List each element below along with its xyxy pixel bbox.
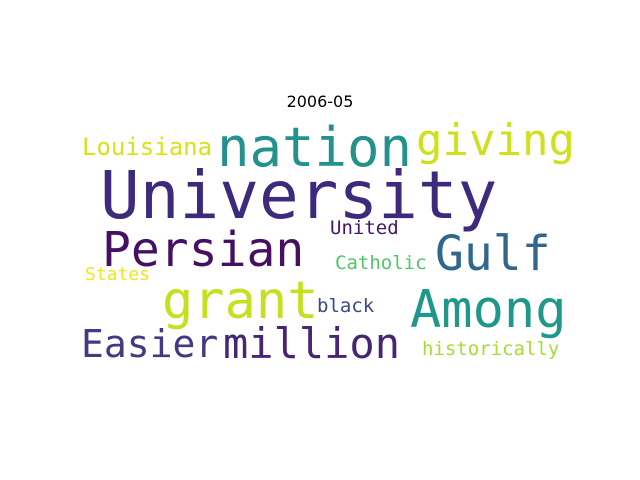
word-giving: giving [416, 115, 575, 166]
word-grant: grant [162, 271, 319, 331]
word-million: million [223, 319, 401, 365]
word-persian: Persian [102, 222, 305, 278]
figure-title: 2006-05 [286, 92, 354, 111]
word-united: United [330, 217, 399, 239]
word-catholic: Catholic [335, 252, 427, 274]
word-nation: nation [217, 116, 413, 179]
word-among: Among [410, 280, 567, 340]
word-cloud: University nation giving Louisiana Persi… [80, 115, 576, 365]
word-historically: historically [422, 338, 560, 360]
word-louisiana: Louisiana [82, 133, 213, 161]
word-black: black [317, 295, 375, 317]
word-university: University [100, 157, 498, 234]
word-gulf: Gulf [435, 226, 551, 282]
word-easier: Easier [81, 322, 219, 365]
word-states: States [85, 264, 151, 285]
